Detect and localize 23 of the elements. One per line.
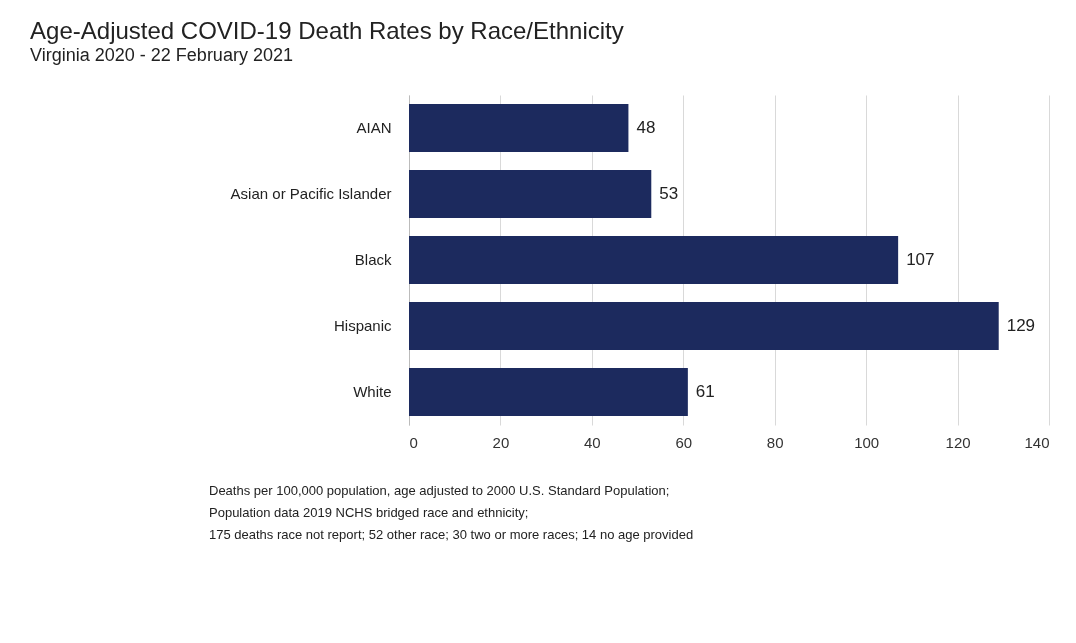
- x-tick-label: 140: [1024, 433, 1050, 451]
- x-tick-label: 40: [584, 433, 601, 451]
- y-tick-label: Black: [354, 251, 392, 268]
- y-tick-label: AIAN: [356, 119, 392, 136]
- text: 175 deaths race not report; 52 other race; 30 two or more races; 14 no age provided: [209, 527, 694, 542]
- data-label: 129: [1006, 316, 1036, 335]
- data-label: 61: [695, 382, 715, 401]
- x-tick-label: 20: [492, 433, 510, 451]
- text: Population data 2019 NCHS bridged race and ethnicity;: [209, 505, 529, 520]
- x-tick-label: 120: [945, 433, 971, 451]
- x-tick-label: 100: [854, 433, 880, 451]
- y-tick-label: White: [353, 383, 392, 400]
- text: Deaths per 100,000 population, age adjusted to 2000 U.S. Standard Population;: [209, 483, 670, 498]
- data-label: 107: [906, 250, 935, 269]
- text: Virginia 2020 - 22 February 2021: [30, 45, 293, 65]
- chart-title: Age-Adjusted COVID-19 Death Rates by Race/Ethnicity: [30, 17, 624, 44]
- x-tick-label: 80: [766, 433, 784, 451]
- data-label: 53: [659, 184, 679, 203]
- y-tick-label: Hispanic: [333, 317, 392, 334]
- data-label: 48: [636, 118, 656, 137]
- y-tick-label: Asian or Pacific Islander: [230, 185, 392, 202]
- x-tick-label: 0: [409, 433, 418, 451]
- x-tick-label: 60: [675, 433, 693, 451]
